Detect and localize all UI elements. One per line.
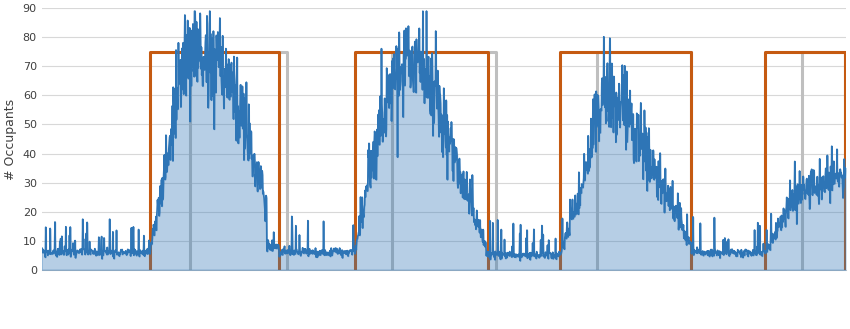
Y-axis label: # Occupants: # Occupants bbox=[4, 98, 17, 180]
